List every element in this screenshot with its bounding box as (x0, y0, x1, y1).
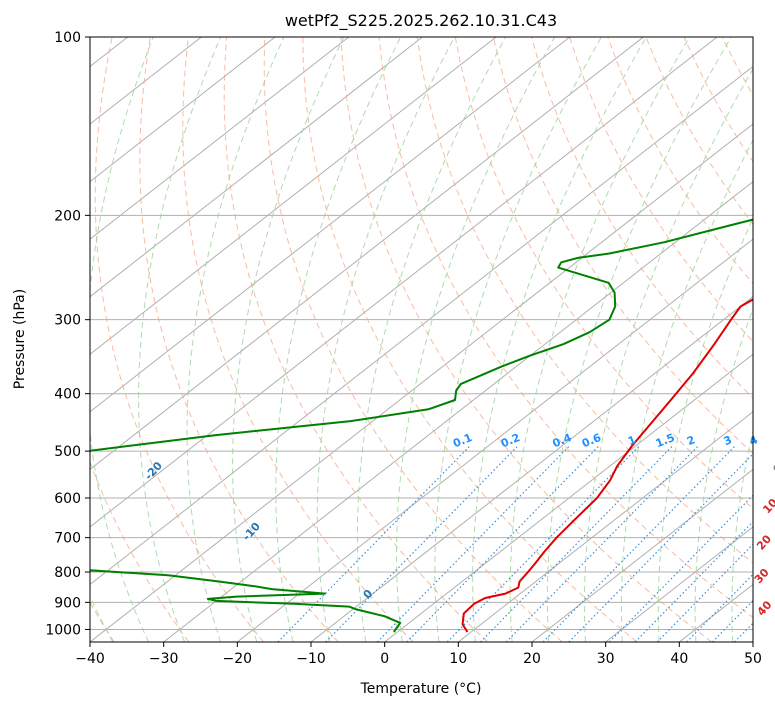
mixing-ratio-line (542, 445, 736, 642)
moist-adiabat-line (316, 37, 455, 642)
moist-adiabat-line (90, 37, 154, 642)
x-tick-label: 20 (523, 651, 541, 667)
mixing-ratio-line (325, 445, 519, 642)
dry-adiabat-line (139, 37, 339, 642)
x-axis-label: Temperature (°C) (360, 681, 482, 697)
isotherm-line (90, 37, 497, 355)
mixing-ratio-line (480, 445, 673, 642)
moist-adiabat-line (657, 216, 753, 642)
dry-adiabat-line (94, 37, 264, 642)
mixing-ratio-line (446, 445, 640, 642)
dewpoint-profile-line (90, 218, 753, 633)
moist-adiabat-line (694, 306, 753, 642)
dry-adiabat-line (378, 37, 753, 619)
isotherm-line (90, 37, 718, 528)
isotherm-line (90, 37, 423, 298)
x-tick-label: 50 (744, 651, 762, 667)
dry-adiabat-line (263, 37, 563, 642)
isotherm-line (90, 37, 350, 240)
moist-adiabat-line (232, 37, 345, 642)
y-tick-label: 500 (54, 444, 81, 460)
moist-adiabat-line (472, 37, 647, 642)
y-tick-label: 900 (54, 595, 81, 611)
isotherm-line (90, 123, 753, 642)
moist-adiabat-line (620, 138, 753, 642)
plot-frame (89, 36, 754, 643)
y-tick-label: 200 (54, 208, 81, 224)
moist-adiabat-line (509, 37, 691, 642)
x-tick-label: −40 (75, 651, 105, 667)
moist-adiabat-line (731, 428, 753, 642)
moist-adiabat-label: 0 (770, 461, 775, 476)
y-tick-label: 800 (54, 565, 81, 581)
y-tick-label: 700 (54, 531, 81, 547)
x-tick-label: 30 (597, 651, 615, 667)
mixing-ratio-line (277, 445, 471, 642)
x-tick-label: 10 (449, 651, 467, 667)
profile-series (90, 218, 753, 633)
mixing-ratio-label: 1 (626, 433, 638, 448)
y-tick-label: 400 (54, 387, 81, 403)
dry-adiabat-line (416, 37, 753, 564)
y-tick-label: 100 (54, 30, 81, 46)
x-tick-label: −20 (223, 651, 253, 667)
x-tick-label: 0 (380, 651, 389, 667)
background-lines (90, 37, 753, 642)
isotherm-line (237, 238, 753, 642)
y-tick-label: 1000 (45, 622, 81, 638)
mixing-ratio-line (608, 494, 753, 642)
chart-title: wetPf2_S225.2025.262.10.31.C43 (285, 11, 557, 31)
x-tick-label: 40 (670, 651, 688, 667)
moist-adiabat-line (396, 37, 556, 642)
y-axis-label: Pressure (hPa) (12, 289, 28, 389)
isotherm-line (163, 180, 753, 642)
isotherm-line (90, 37, 644, 470)
mixing-ratio-line (634, 520, 753, 642)
mixing-ratio-line (406, 445, 600, 642)
dry-adiabat-line (340, 37, 713, 642)
moist-adiabat-line (138, 37, 221, 642)
isotherm-line (90, 37, 571, 413)
x-tick-label: −30 (149, 651, 179, 667)
mixing-ratio-label: 3 (722, 433, 734, 448)
moist-adiabat-line (275, 37, 402, 642)
moist-adiabat-line (434, 37, 602, 642)
moist-adiabat-line (583, 67, 753, 642)
isotherm-line (90, 65, 753, 586)
moist-adiabat-line (356, 37, 507, 642)
dry-adiabat-line (454, 37, 753, 509)
isotherm-line (90, 37, 276, 183)
isotherm-line (384, 353, 753, 642)
x-tick-label: −10 (296, 651, 326, 667)
mixing-ratio-line (376, 445, 570, 642)
mixing-ratio-line (568, 453, 753, 642)
y-tick-label: 600 (54, 491, 81, 507)
dry-adiabat-line (182, 37, 414, 642)
temperature-profile-line (461, 298, 753, 633)
mixing-ratio-line (505, 445, 699, 642)
mixing-ratio-label: 2 (685, 433, 697, 448)
dry-adiabat-line (90, 460, 190, 642)
axes: −40 −30 −20 −10 0 10 20 30 40 50 100 200 300 400 500 60… (45, 30, 762, 667)
moist-adiabat-line (546, 37, 732, 642)
y-tick-label: 300 (54, 313, 81, 329)
